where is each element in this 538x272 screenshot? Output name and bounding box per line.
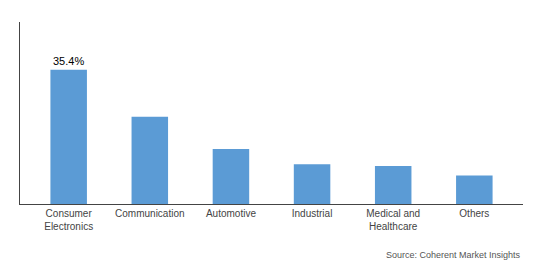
svg-text:35.4%: 35.4%	[53, 55, 84, 67]
svg-text:Medical andHealthcare: Medical andHealthcare	[366, 208, 420, 232]
svg-text:Source: Coherent Market Insigh: Source: Coherent Market Insights	[386, 250, 521, 260]
svg-text:Automotive: Automotive	[206, 208, 256, 219]
svg-text:Industrial: Industrial	[292, 208, 333, 219]
svg-text:ConsumerElectronics: ConsumerElectronics	[44, 208, 93, 232]
svg-text:Others: Others	[459, 208, 489, 219]
svg-text:Communication: Communication	[115, 208, 184, 219]
